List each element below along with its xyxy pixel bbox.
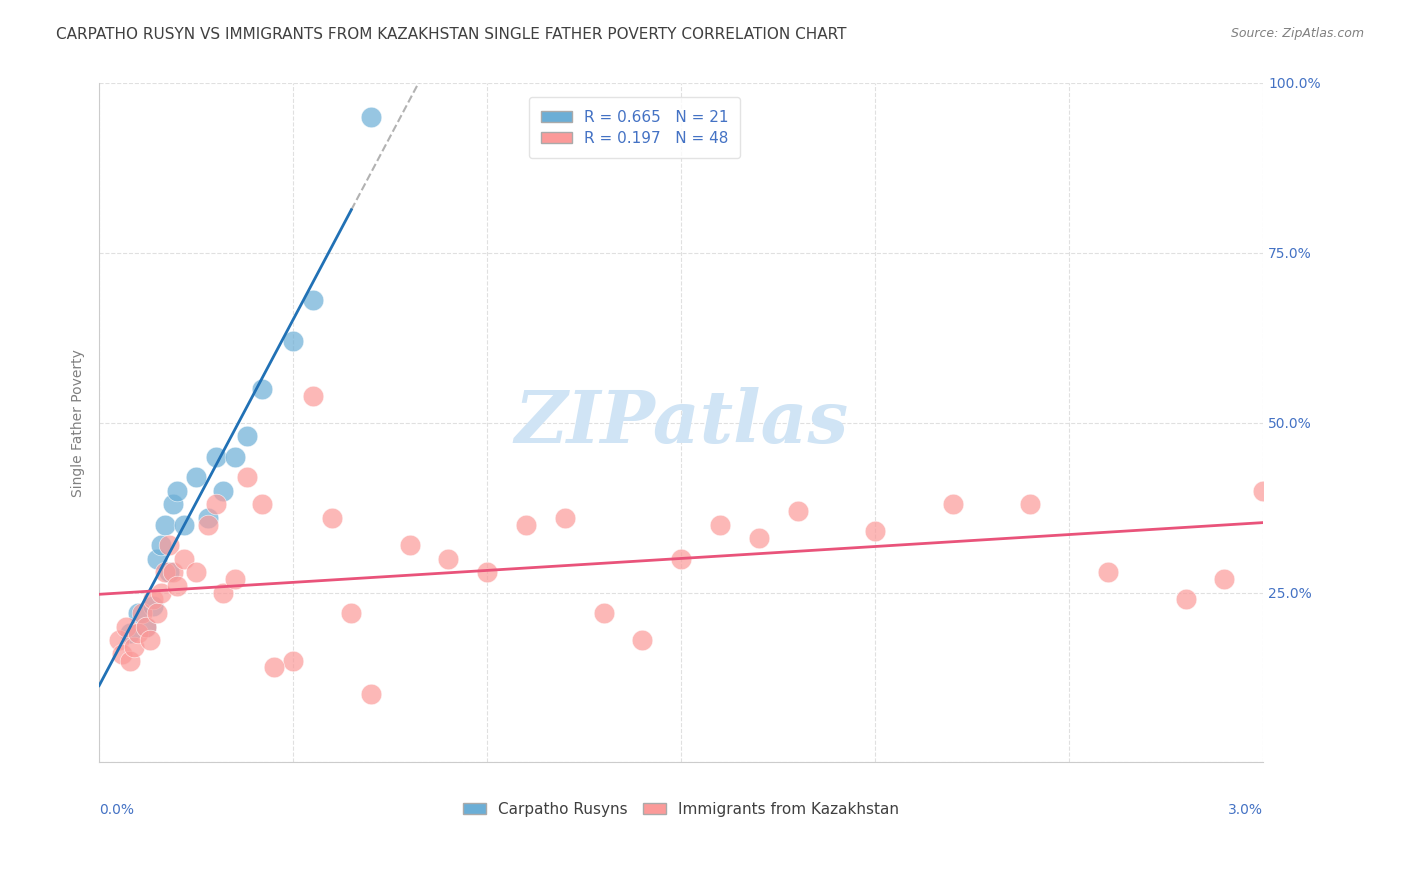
Point	[301, 293, 323, 308]
Point	[146, 551, 169, 566]
Point	[184, 470, 207, 484]
Point	[224, 450, 246, 464]
Point	[592, 606, 614, 620]
Point	[166, 579, 188, 593]
Text: Source: ZipAtlas.com: Source: ZipAtlas.com	[1230, 27, 1364, 40]
Point	[1097, 565, 1119, 579]
Point	[153, 565, 176, 579]
Point	[709, 517, 731, 532]
Point	[153, 517, 176, 532]
Point	[197, 511, 219, 525]
Point	[146, 606, 169, 620]
Point	[127, 606, 149, 620]
Point	[250, 497, 273, 511]
Point	[150, 538, 173, 552]
Point	[173, 551, 195, 566]
Point	[281, 653, 304, 667]
Point	[115, 619, 138, 633]
Point	[360, 688, 382, 702]
Point	[863, 524, 886, 539]
Point	[398, 538, 420, 552]
Text: ZIPatlas: ZIPatlas	[515, 387, 848, 458]
Point	[173, 517, 195, 532]
Point	[301, 388, 323, 402]
Point	[1019, 497, 1042, 511]
Point	[475, 565, 498, 579]
Text: CARPATHO RUSYN VS IMMIGRANTS FROM KAZAKHSTAN SINGLE FATHER POVERTY CORRELATION C: CARPATHO RUSYN VS IMMIGRANTS FROM KAZAKH…	[56, 27, 846, 42]
Point	[142, 592, 165, 607]
Point	[235, 429, 257, 443]
Point	[120, 653, 142, 667]
Point	[131, 606, 153, 620]
Y-axis label: Single Father Poverty: Single Father Poverty	[72, 349, 86, 497]
Point	[204, 450, 226, 464]
Point	[142, 599, 165, 614]
Point	[212, 585, 235, 599]
Point	[515, 517, 537, 532]
Point	[1213, 572, 1236, 586]
Point	[166, 483, 188, 498]
Point	[250, 382, 273, 396]
Point	[340, 606, 363, 620]
Point	[150, 585, 173, 599]
Point	[197, 517, 219, 532]
Text: 3.0%: 3.0%	[1229, 803, 1263, 817]
Point	[321, 511, 343, 525]
Point	[107, 633, 129, 648]
Text: 0.0%: 0.0%	[100, 803, 134, 817]
Point	[235, 470, 257, 484]
Point	[204, 497, 226, 511]
Point	[669, 551, 692, 566]
Point	[157, 538, 180, 552]
Legend: Carpatho Rusyns, Immigrants from Kazakhstan: Carpatho Rusyns, Immigrants from Kazakhs…	[457, 796, 905, 822]
Point	[224, 572, 246, 586]
Point	[263, 660, 285, 674]
Point	[360, 110, 382, 124]
Point	[135, 619, 157, 633]
Point	[1251, 483, 1274, 498]
Point	[162, 565, 184, 579]
Point	[212, 483, 235, 498]
Point	[120, 626, 142, 640]
Point	[554, 511, 576, 525]
Point	[138, 633, 160, 648]
Point	[135, 619, 157, 633]
Point	[1174, 592, 1197, 607]
Point	[748, 531, 770, 545]
Point	[157, 565, 180, 579]
Point	[127, 626, 149, 640]
Point	[122, 640, 145, 654]
Point	[281, 334, 304, 348]
Point	[111, 647, 134, 661]
Point	[631, 633, 654, 648]
Point	[942, 497, 965, 511]
Point	[162, 497, 184, 511]
Point	[786, 504, 808, 518]
Point	[437, 551, 460, 566]
Point	[184, 565, 207, 579]
